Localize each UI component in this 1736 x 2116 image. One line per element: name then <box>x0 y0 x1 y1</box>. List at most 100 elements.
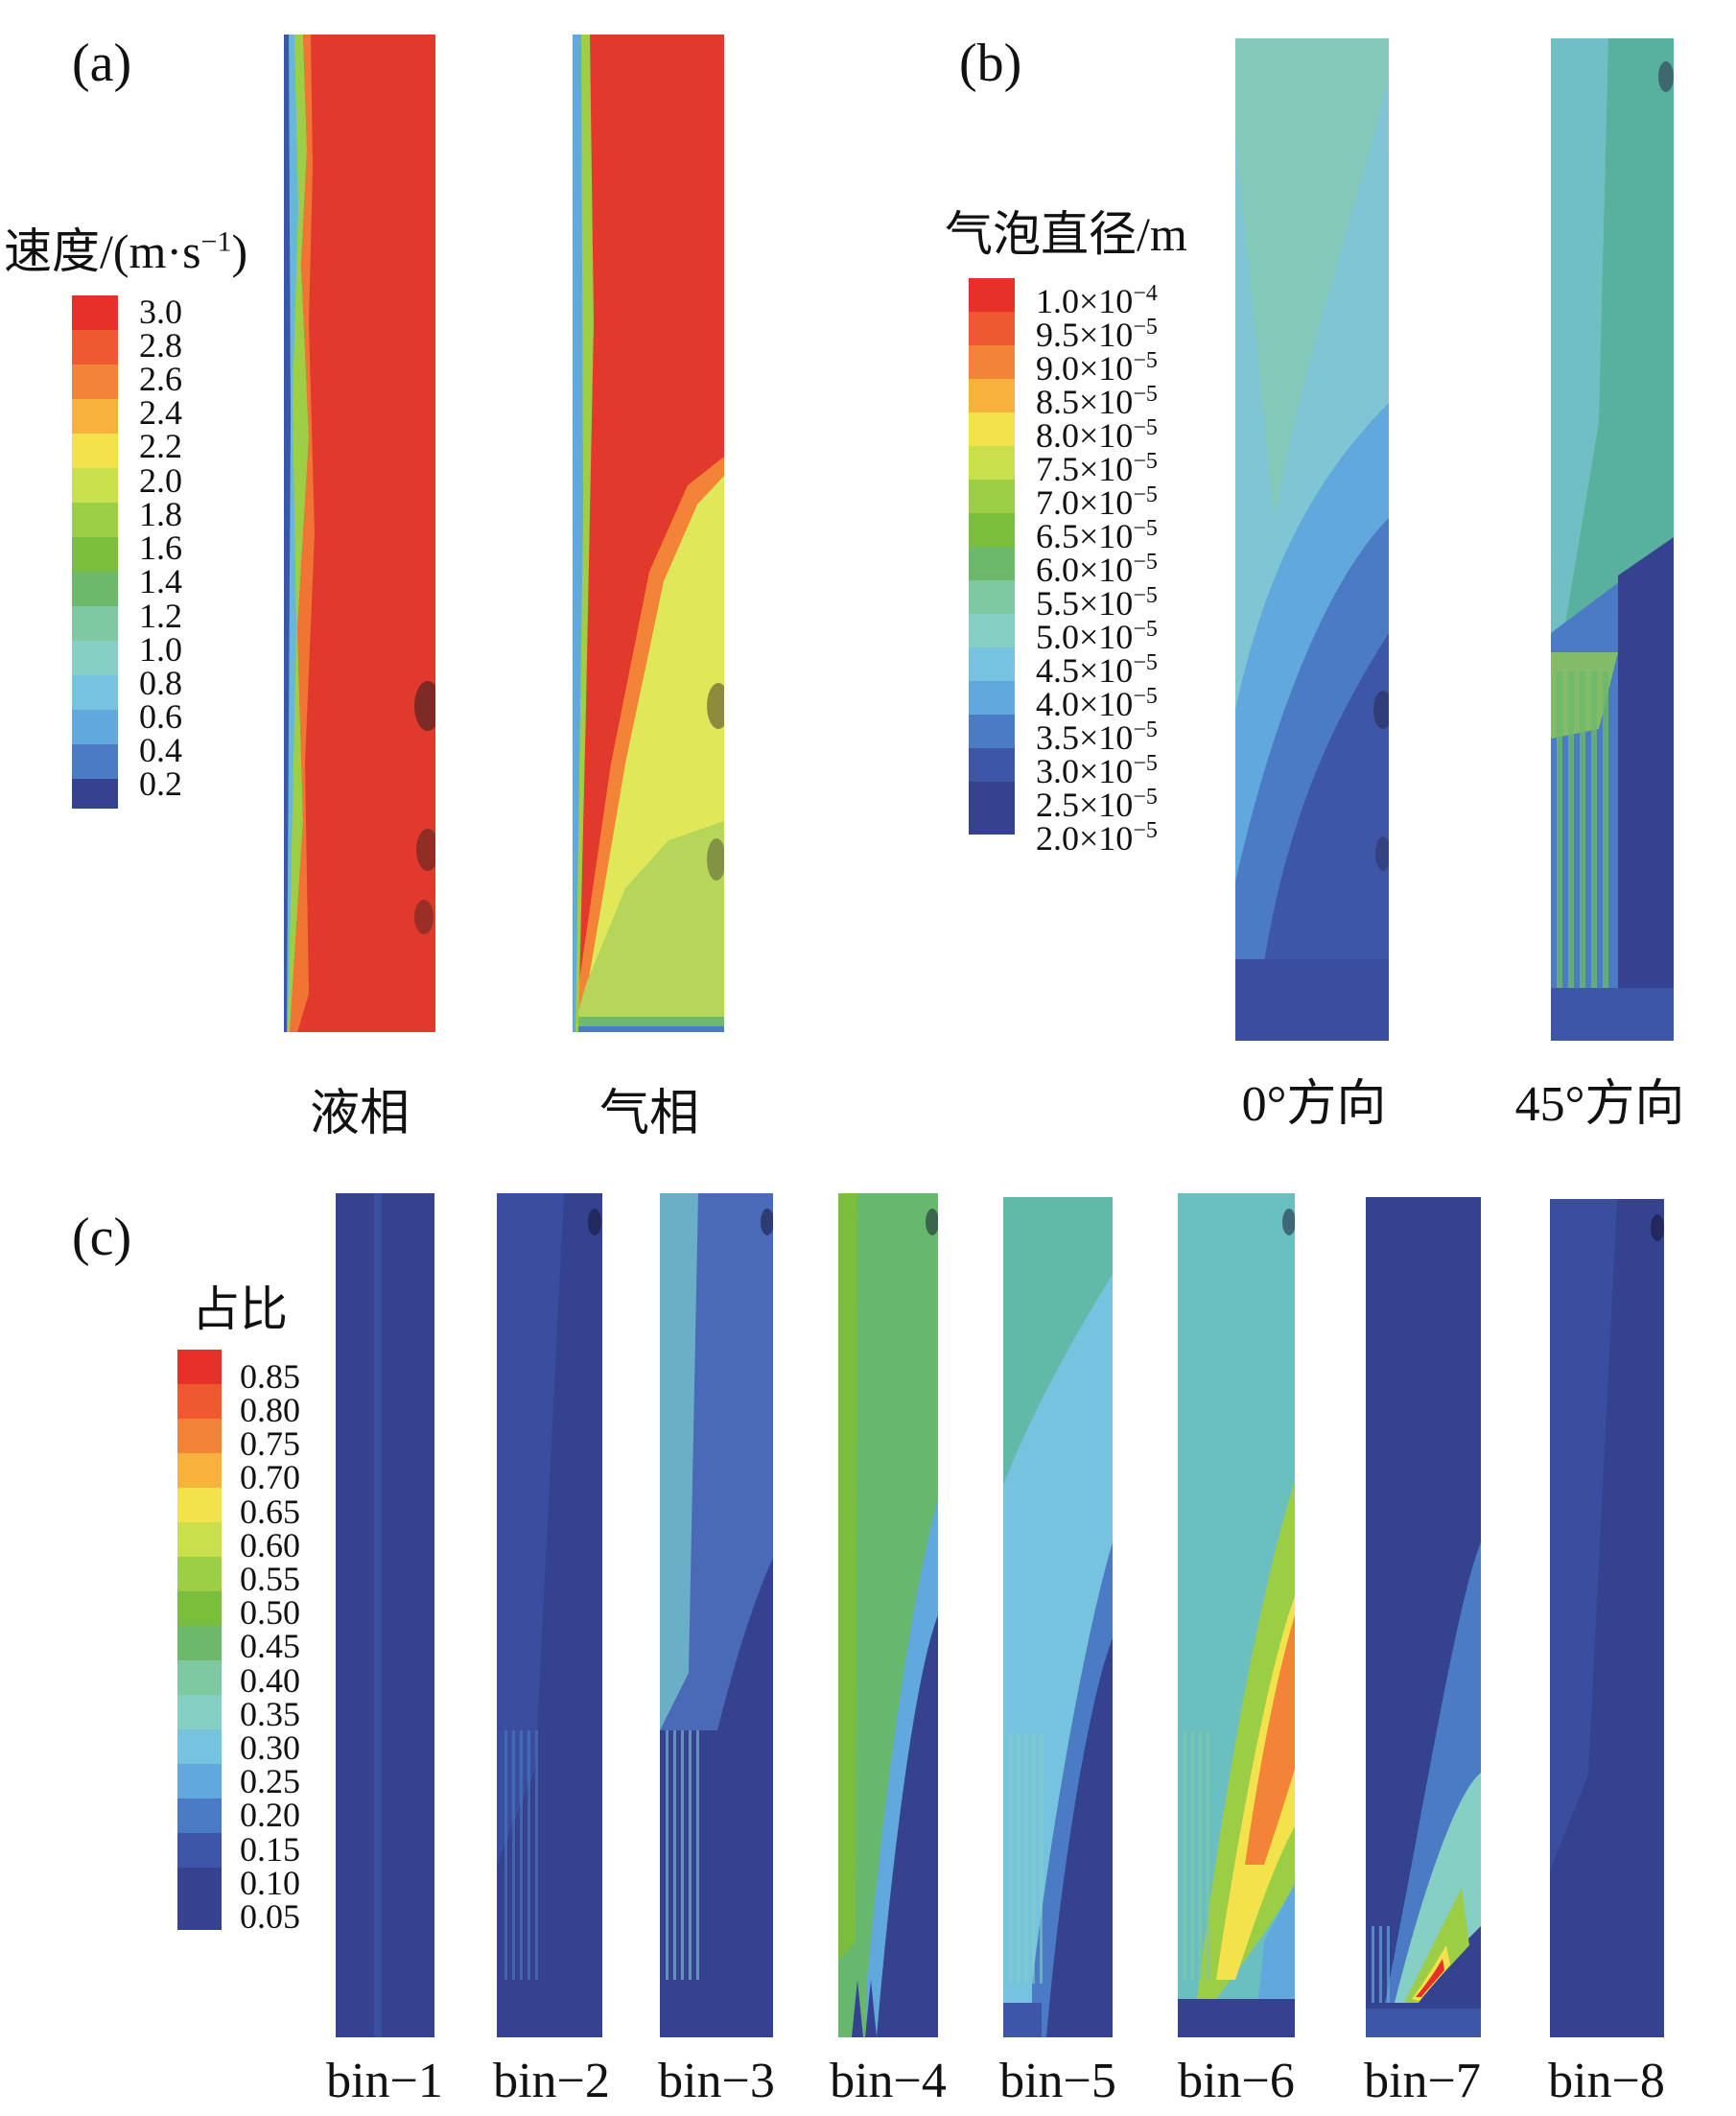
tick-mantissa: 9.5×10 <box>1036 316 1134 354</box>
tick-exponent: −5 <box>1133 785 1158 810</box>
tick-exponent: −5 <box>1133 684 1158 709</box>
velocity-tick: 2.6 <box>139 360 182 398</box>
bubble-diameter-tick: 4.0×10−5 <box>1036 679 1158 721</box>
velocity-color-scale <box>72 295 118 809</box>
fraction-tick: 0.40 <box>240 1661 300 1700</box>
bubble-diameter-tick: 4.5×10−5 <box>1036 646 1158 688</box>
bubble-diameter-tick: 6.5×10−5 <box>1036 511 1158 553</box>
tick-mantissa: 2.5×10 <box>1036 786 1134 824</box>
bubble-diameter-tick: 1.0×10−4 <box>1036 276 1158 318</box>
fraction-tick: 0.45 <box>240 1627 300 1665</box>
tick-mantissa: 5.0×10 <box>1036 618 1134 656</box>
panel-a-label: (a) <box>72 34 132 93</box>
tick-exponent: −5 <box>1133 482 1158 507</box>
gas-phase-caption: 气相 <box>598 1087 699 1141</box>
tick-exponent: −5 <box>1133 650 1158 675</box>
fraction-tick: 0.15 <box>240 1830 300 1869</box>
fraction-tick: 0.50 <box>240 1593 300 1632</box>
bubble-diameter-tick: 8.5×10−5 <box>1036 377 1158 419</box>
bin-4-contour <box>838 1193 938 2037</box>
tick-exponent: −4 <box>1133 281 1158 306</box>
tick-exponent: −5 <box>1133 315 1158 340</box>
velocity-tick: 1.6 <box>139 529 182 567</box>
bin-3-caption: bin−3 <box>658 2054 775 2108</box>
bin-4-caption: bin−4 <box>830 2054 947 2108</box>
fraction-tick: 0.75 <box>240 1424 300 1463</box>
velocity-tick: 1.0 <box>139 630 182 669</box>
velocity-tick: 1.8 <box>139 495 182 533</box>
panel-c-label: (c) <box>72 1208 132 1267</box>
bubble-diameter-tick: 3.5×10−5 <box>1036 713 1158 755</box>
velocity-tick: 0.2 <box>139 764 182 803</box>
bubble-diameter-tick: 6.0×10−5 <box>1036 545 1158 587</box>
tick-exponent: −5 <box>1133 751 1158 776</box>
tick-mantissa: 8.5×10 <box>1036 383 1134 421</box>
bubble-diameter-45deg-contour <box>1551 38 1674 1041</box>
fraction-tick: 0.80 <box>240 1391 300 1429</box>
bin-6-caption: bin−6 <box>1178 2054 1295 2108</box>
fraction-tick: 0.05 <box>240 1897 300 1936</box>
tick-mantissa: 6.0×10 <box>1036 551 1134 589</box>
bin-6-contour <box>1178 1193 1295 2037</box>
bubble-diameter-color-scale <box>969 278 1015 835</box>
velocity-tick: 0.8 <box>139 664 182 702</box>
fraction-tick: 0.35 <box>240 1695 300 1733</box>
tick-exponent: −5 <box>1133 617 1158 642</box>
bubble-diameter-tick: 9.5×10−5 <box>1036 310 1158 352</box>
tick-mantissa: 7.5×10 <box>1036 450 1134 488</box>
tick-exponent: −5 <box>1133 382 1158 407</box>
tick-mantissa: 3.5×10 <box>1036 718 1134 757</box>
bin-2-caption: bin−2 <box>493 2054 610 2108</box>
fraction-tick: 0.10 <box>240 1864 300 1902</box>
tick-exponent: −5 <box>1133 550 1158 575</box>
bin-3-contour <box>660 1193 773 2037</box>
bubble-diameter-tick: 5.0×10−5 <box>1036 612 1158 654</box>
tick-exponent: −5 <box>1133 583 1158 608</box>
tick-mantissa: 4.0×10 <box>1036 685 1134 723</box>
direction-0deg-caption: 0°方向 <box>1241 1077 1387 1132</box>
bin-8-contour <box>1550 1199 1664 2037</box>
bin-7-contour <box>1366 1197 1481 2037</box>
tick-exponent: −5 <box>1133 415 1158 440</box>
bubble-diameter-tick: 5.5×10−5 <box>1036 578 1158 621</box>
tick-mantissa: 8.0×10 <box>1036 416 1134 455</box>
bubble-diameter-tick: 9.0×10−5 <box>1036 343 1158 386</box>
fraction-tick: 0.55 <box>240 1560 300 1598</box>
tick-mantissa: 6.5×10 <box>1036 517 1134 555</box>
tick-mantissa: 1.0×10 <box>1036 282 1134 320</box>
velocity-tick: 1.2 <box>139 597 182 635</box>
bin-1-caption: bin−1 <box>326 2054 443 2108</box>
direction-45deg-caption: 45°方向 <box>1514 1077 1685 1132</box>
bubble-diameter-tick: 7.0×10−5 <box>1036 478 1158 520</box>
tick-exponent: −5 <box>1133 348 1158 373</box>
bin-2-contour <box>497 1193 602 2037</box>
fraction-legend-title: 占比 <box>192 1282 288 1336</box>
fraction-tick: 0.70 <box>240 1458 300 1496</box>
bin-1-contour <box>336 1193 434 2037</box>
panel-b-label: (b) <box>959 34 1022 93</box>
bin-7-caption: bin−7 <box>1364 2054 1481 2108</box>
fraction-tick: 0.65 <box>240 1493 300 1531</box>
velocity-tick: 2.8 <box>139 326 182 364</box>
velocity-tick: 3.0 <box>139 293 182 331</box>
bubble-diameter-tick: 8.0×10−5 <box>1036 411 1158 453</box>
velocity-tick: 2.4 <box>139 393 182 432</box>
velocity-tick: 0.4 <box>139 731 182 769</box>
fraction-tick: 0.85 <box>240 1357 300 1396</box>
tick-mantissa: 4.5×10 <box>1036 651 1134 690</box>
fraction-tick: 0.30 <box>240 1728 300 1767</box>
bubble-diameter-tick: 3.0×10−5 <box>1036 746 1158 788</box>
bubble-diameter-tick: 2.5×10−5 <box>1036 780 1158 822</box>
velocity-legend-title: 速度/(m·s−1) <box>4 213 247 282</box>
velocity-tick: 1.4 <box>139 562 182 600</box>
tick-mantissa: 3.0×10 <box>1036 752 1134 790</box>
tick-mantissa: 9.0×10 <box>1036 349 1134 388</box>
tick-exponent: −5 <box>1133 717 1158 742</box>
velocity-tick: 2.0 <box>139 461 182 500</box>
velocity-legend-title-exponent: −1 <box>200 225 232 258</box>
bubble-diameter-tick: 2.0×10−5 <box>1036 813 1158 856</box>
liquid-velocity-contour <box>284 35 435 1032</box>
bubble-diameter-legend-title: 气泡直径/m <box>945 207 1187 261</box>
bin-5-contour <box>1003 1197 1113 2037</box>
